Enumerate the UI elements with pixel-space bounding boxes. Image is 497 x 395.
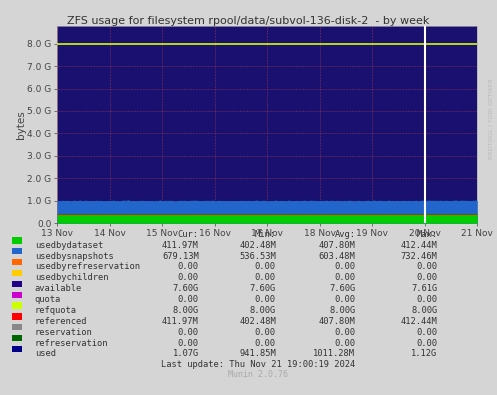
Text: 412.44M: 412.44M (401, 317, 437, 326)
Text: 7.60G: 7.60G (329, 284, 355, 293)
Text: 0.00: 0.00 (416, 295, 437, 304)
Text: Munin 2.0.76: Munin 2.0.76 (229, 370, 288, 378)
Text: 0.00: 0.00 (416, 339, 437, 348)
Text: 0.00: 0.00 (416, 273, 437, 282)
Text: 8.00G: 8.00G (329, 306, 355, 315)
Text: refquota: refquota (35, 306, 77, 315)
Text: quota: quota (35, 295, 61, 304)
Text: 732.46M: 732.46M (401, 252, 437, 261)
Text: 1011.28M: 1011.28M (313, 350, 355, 358)
Text: 8.00G: 8.00G (249, 306, 276, 315)
Text: Cur:: Cur: (178, 230, 199, 239)
Text: 8.00G: 8.00G (411, 306, 437, 315)
Text: 412.44M: 412.44M (401, 241, 437, 250)
Text: 0.00: 0.00 (416, 328, 437, 337)
Text: 0.00: 0.00 (178, 273, 199, 282)
Text: 0.00: 0.00 (416, 263, 437, 271)
Text: 1.07G: 1.07G (172, 350, 199, 358)
Text: 0.00: 0.00 (178, 263, 199, 271)
Text: usedbysnapshots: usedbysnapshots (35, 252, 113, 261)
Text: 407.80M: 407.80M (319, 241, 355, 250)
Text: 0.00: 0.00 (255, 263, 276, 271)
Text: Min:: Min: (255, 230, 276, 239)
Text: used: used (35, 350, 56, 358)
Text: 7.61G: 7.61G (411, 284, 437, 293)
Text: 0.00: 0.00 (255, 328, 276, 337)
Text: 0.00: 0.00 (178, 295, 199, 304)
Text: 1.12G: 1.12G (411, 350, 437, 358)
Text: 411.97M: 411.97M (162, 241, 199, 250)
Text: 0.00: 0.00 (255, 295, 276, 304)
Text: 0.00: 0.00 (334, 263, 355, 271)
Text: Avg:: Avg: (334, 230, 355, 239)
Text: 603.48M: 603.48M (319, 252, 355, 261)
Text: 0.00: 0.00 (334, 328, 355, 337)
Text: 402.48M: 402.48M (239, 241, 276, 250)
Text: ZFS usage for filesystem rpool/data/subvol-136-disk-2  - by week: ZFS usage for filesystem rpool/data/subv… (67, 16, 430, 26)
Text: 0.00: 0.00 (178, 339, 199, 348)
Text: 7.60G: 7.60G (249, 284, 276, 293)
Text: Max:: Max: (416, 230, 437, 239)
Text: usedbychildren: usedbychildren (35, 273, 108, 282)
Text: usedbyrefreservation: usedbyrefreservation (35, 263, 140, 271)
Text: RRDTOOL / TOBI OETIKER: RRDTOOL / TOBI OETIKER (489, 78, 494, 159)
Text: usedbydataset: usedbydataset (35, 241, 103, 250)
Text: reservation: reservation (35, 328, 92, 337)
Text: 411.97M: 411.97M (162, 317, 199, 326)
Text: 0.00: 0.00 (255, 273, 276, 282)
Text: refreservation: refreservation (35, 339, 108, 348)
Text: available: available (35, 284, 82, 293)
Text: 402.48M: 402.48M (239, 317, 276, 326)
Text: 536.53M: 536.53M (239, 252, 276, 261)
Text: 941.85M: 941.85M (239, 350, 276, 358)
Text: 0.00: 0.00 (334, 273, 355, 282)
Text: 679.13M: 679.13M (162, 252, 199, 261)
Text: 0.00: 0.00 (255, 339, 276, 348)
Text: 0.00: 0.00 (178, 328, 199, 337)
Y-axis label: bytes: bytes (16, 110, 26, 139)
Text: referenced: referenced (35, 317, 87, 326)
Text: 8.00G: 8.00G (172, 306, 199, 315)
Text: 0.00: 0.00 (334, 295, 355, 304)
Text: 407.80M: 407.80M (319, 317, 355, 326)
Text: 0.00: 0.00 (334, 339, 355, 348)
Text: Last update: Thu Nov 21 19:00:19 2024: Last update: Thu Nov 21 19:00:19 2024 (162, 360, 355, 369)
Text: 7.60G: 7.60G (172, 284, 199, 293)
